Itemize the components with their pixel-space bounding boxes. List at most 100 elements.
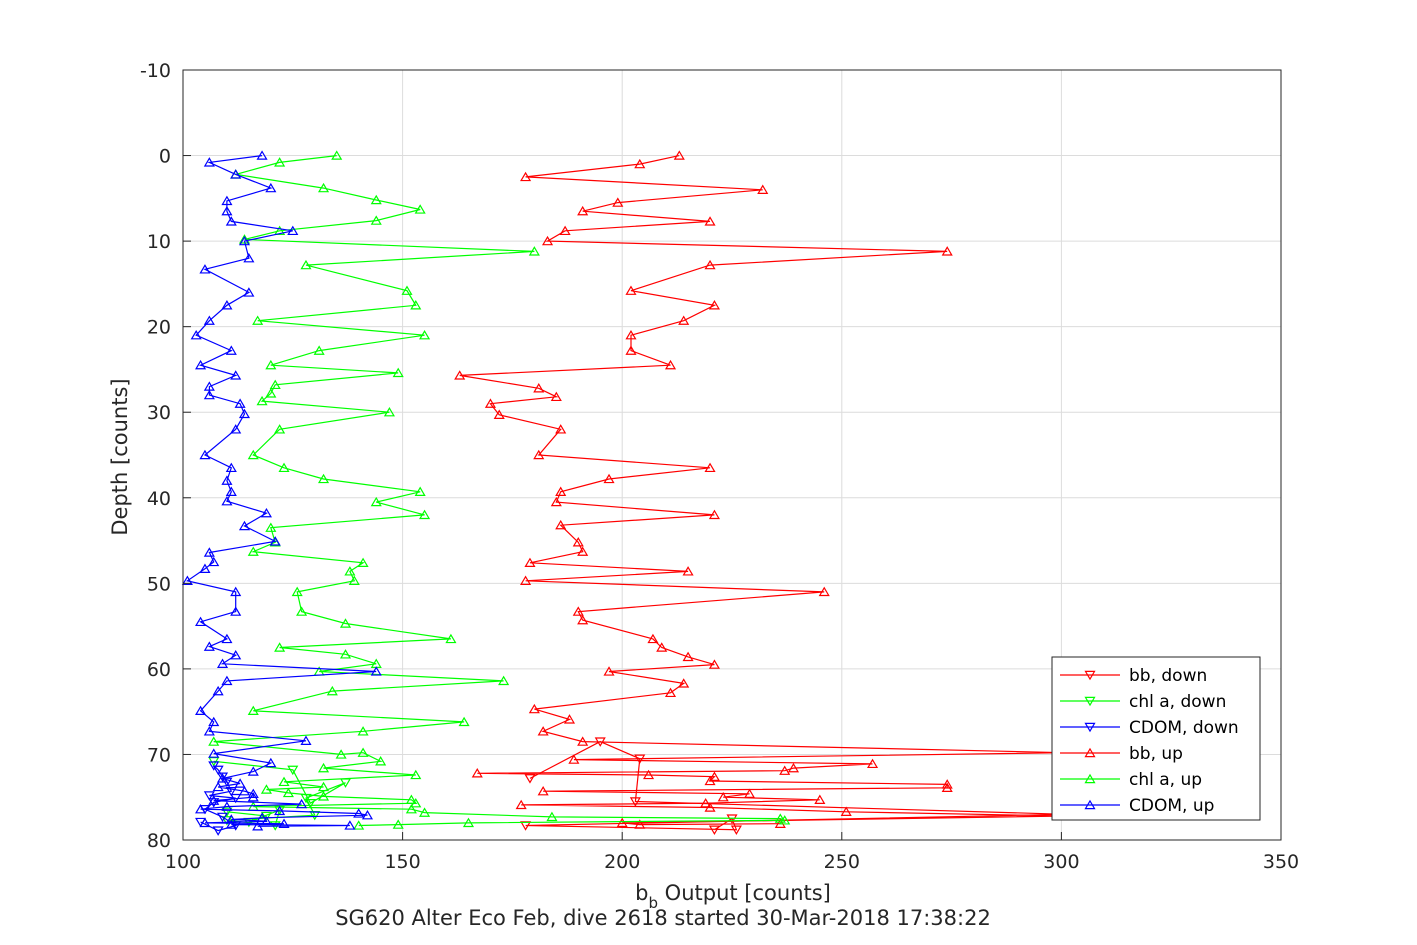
data-point-bb-up: [568, 754, 580, 764]
data-point-cdom-up: [208, 556, 220, 567]
data-point-bb-up: [717, 791, 729, 802]
data-point-chl-a-up: [208, 736, 220, 746]
data-point-cdom-up: [234, 398, 246, 408]
data-point-cdom-up: [234, 778, 246, 788]
legend-marker: [1084, 722, 1096, 733]
data-point-bb-up: [647, 633, 659, 644]
data-point-bb-up: [700, 797, 712, 808]
x-tick-label: 250: [824, 851, 860, 873]
data-point-cdom-up: [225, 216, 237, 226]
series-line-cdom-up: [185, 155, 377, 827]
data-point-cdom-down: [216, 772, 229, 782]
legend-marker: [1084, 670, 1096, 681]
legend-marker: [1084, 773, 1096, 784]
data-point-chl-a-up: [370, 496, 382, 507]
data-point-cdom-up: [256, 150, 268, 160]
data-point-cdom-up: [195, 803, 207, 814]
data-point-cdom-up: [203, 641, 215, 651]
data-point-chl-a-up: [278, 776, 290, 787]
data-point-bb-up: [612, 197, 624, 207]
plot-frame: [182, 69, 1282, 841]
data-point-bb-up: [520, 171, 532, 182]
data-point-cdom-down: [203, 791, 215, 801]
data-point-chl-a-up: [344, 566, 356, 576]
x-tick-label: 200: [604, 851, 640, 873]
data-point-bb-up: [704, 775, 716, 786]
data-point-bb-up: [787, 762, 800, 773]
data-point-chl-a-up: [296, 606, 308, 616]
data-point-chl-a-up: [317, 182, 330, 193]
data-point-chl-a-up: [779, 815, 791, 825]
legend-marker: [1084, 747, 1096, 758]
data-point-bb-up: [779, 765, 791, 775]
data-point-cdom-up: [278, 818, 290, 828]
data-point-bb-up: [625, 285, 637, 295]
y-tick-label: 30: [147, 402, 171, 424]
data-point-bb-up: [708, 300, 720, 310]
y-tick-label: 40: [147, 488, 171, 510]
data-point-cdom-up: [269, 536, 281, 546]
data-point-cdom-up: [256, 812, 268, 822]
data-point-cdom-up: [203, 157, 215, 167]
legend: bb, down chl a, down CDOM, down bb, up chl a…: [1051, 656, 1261, 821]
data-point-chl-a-up: [392, 367, 404, 378]
data-point-chl-a-up: [317, 473, 330, 484]
series-bb-up: [454, 150, 1072, 829]
data-point-cdom-up: [199, 449, 211, 460]
data-point-bb-up: [559, 225, 571, 236]
data-point-chl-a-up: [410, 300, 422, 310]
data-point-chl-a-up: [265, 359, 277, 370]
x-tick-label: 300: [1043, 851, 1079, 873]
data-point-cdom-up: [221, 300, 233, 310]
data-point-bb-up: [555, 486, 567, 496]
data-point-bb-up: [625, 329, 637, 340]
data-point-chl-a-up: [274, 157, 286, 167]
data-point-cdom-up: [274, 805, 286, 816]
data-point-chl-a-up: [265, 388, 277, 398]
data-point-bb-up: [678, 678, 690, 688]
data-point-cdom-up: [230, 649, 242, 660]
data-point-cdom-up: [203, 726, 215, 736]
data-point-chl-a-up: [278, 462, 290, 473]
data-point-cdom-up: [181, 575, 193, 585]
data-point-bb-up: [704, 462, 716, 473]
data-point-cdom-up: [208, 748, 220, 758]
data-point-bb-up: [744, 788, 756, 799]
data-point-bb-up: [555, 424, 567, 434]
data-point-cdom-up: [225, 345, 237, 355]
legend-label: bb, up: [1129, 744, 1183, 764]
data-point-cdom-up: [221, 205, 233, 216]
data-point-bb-down: [524, 774, 536, 784]
data-point-bb-up: [454, 370, 466, 380]
data-point-cdom-up: [212, 685, 224, 696]
data-point-cdom-up: [225, 814, 237, 824]
data-point-chl-a-up: [498, 675, 510, 686]
data-point-cdom-up: [230, 169, 242, 179]
y-tick-label: 20: [147, 317, 171, 339]
legend-entries: bb, down chl a, down CDOM, down bb, up chl a…: [1060, 666, 1239, 816]
data-point-cdom-up: [221, 475, 233, 485]
data-point-cdom-up: [221, 633, 233, 644]
data-point-cdom-up: [247, 788, 259, 799]
data-point-chl-a-down: [287, 765, 299, 776]
data-point-chl-a-up: [348, 575, 360, 585]
data-point-bb-up: [616, 817, 628, 828]
data-point-chl-a-up: [414, 486, 426, 496]
data-point-cdom-up: [247, 791, 259, 802]
data-point-chl-a-up: [410, 797, 422, 808]
data-point-bb-up: [704, 802, 716, 812]
data-point-bb-up: [524, 557, 536, 568]
data-point-cdom-up: [199, 563, 211, 573]
data-point-cdom-up: [243, 287, 255, 297]
data-point-bb-up: [555, 519, 567, 530]
data-point-bb-up: [664, 687, 677, 698]
legend-marker: [1084, 799, 1096, 810]
data-point-chl-a-up: [774, 813, 786, 823]
data-point-chl-a-up: [419, 807, 431, 817]
data-point-cdom-down: [216, 812, 229, 823]
data-point-bb-up: [704, 259, 716, 270]
data-point-bb-up: [682, 651, 694, 662]
data-point-bb-up: [818, 586, 830, 597]
data-point-chl-a-up: [300, 259, 312, 270]
